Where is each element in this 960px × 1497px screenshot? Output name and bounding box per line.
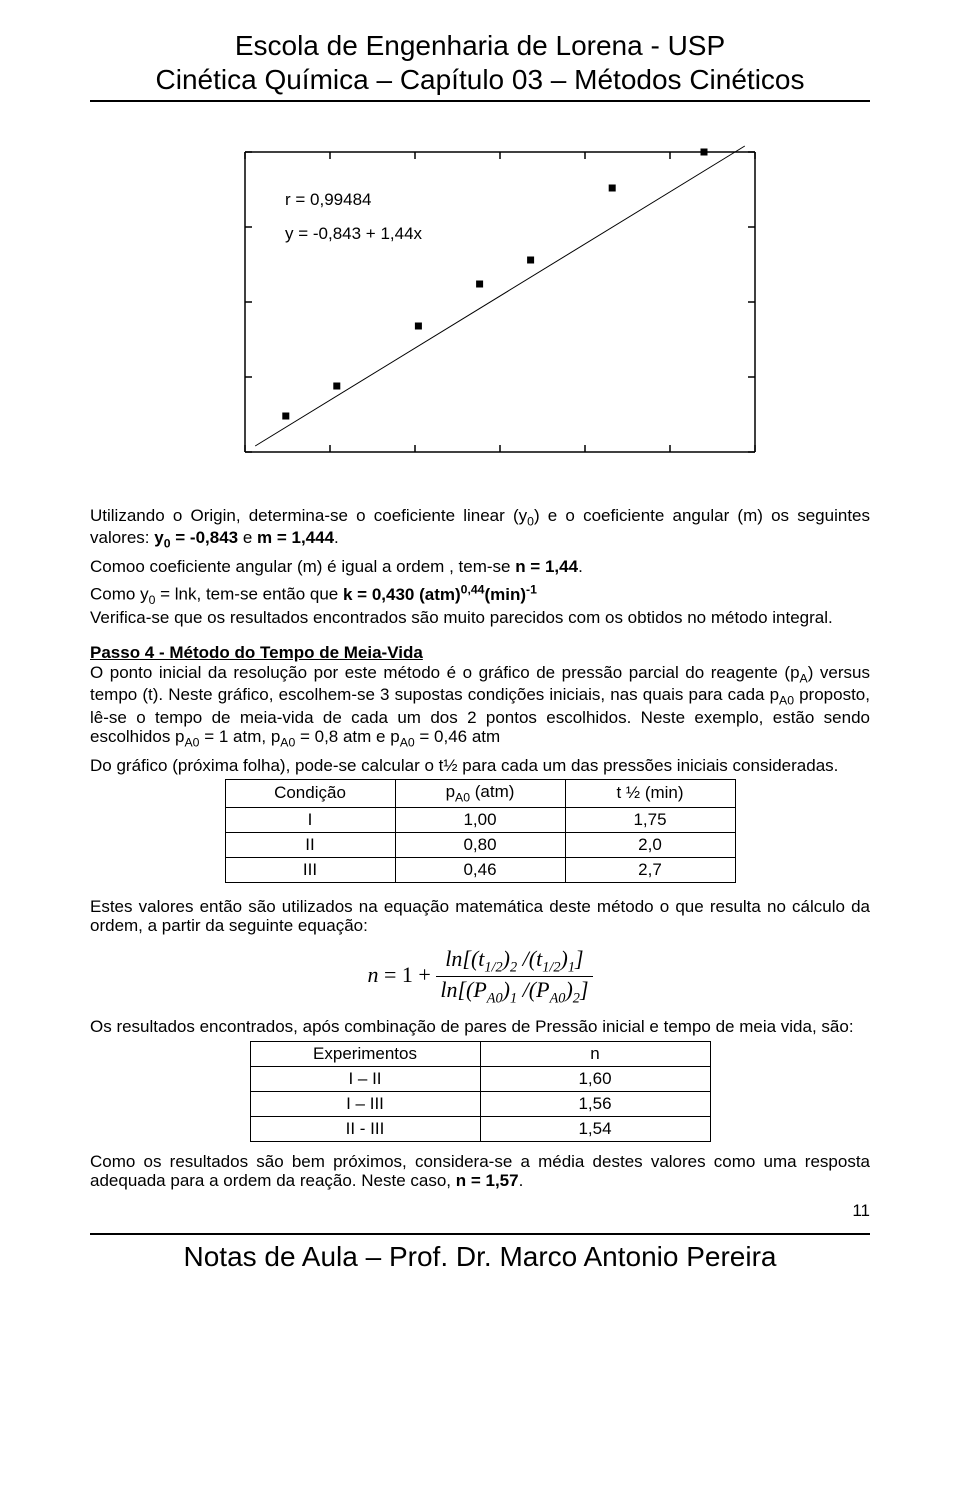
paragraph-8: Os resultados encontrados, após combinaç… bbox=[90, 1017, 870, 1037]
paragraph-2: Comoo coeficiente angular (m) é igual a … bbox=[90, 557, 870, 577]
header-subtitle: Cinética Química – Capítulo 03 – Métodos… bbox=[90, 64, 870, 102]
step4-block: Passo 4 - Método do Tempo de Meia-Vida O… bbox=[90, 643, 870, 749]
t1-h3: t ½ (min) bbox=[565, 780, 735, 807]
paragraph-6: Do gráfico (próxima folha), pode-se calc… bbox=[90, 756, 870, 776]
paragraph-4: Verifica-se que os resultados encontrado… bbox=[90, 608, 870, 628]
t1-h1: Condição bbox=[225, 780, 395, 807]
footer: Notas de Aula – Prof. Dr. Marco Antonio … bbox=[90, 1233, 870, 1273]
paragraph-1: Utilizando o Origin, determina-se o coef… bbox=[90, 506, 870, 551]
page-number: 11 bbox=[90, 1201, 870, 1221]
t2-h2: n bbox=[480, 1041, 710, 1066]
t1-h2: pA0 (atm) bbox=[395, 780, 565, 807]
step4-title: Passo 4 - Método do Tempo de Meia-Vida bbox=[90, 643, 423, 662]
paragraph-9: Como os resultados são bem próximos, con… bbox=[90, 1152, 870, 1191]
paragraph-7: Estes valores então são utilizados na eq… bbox=[90, 897, 870, 936]
header-title: Escola de Engenharia de Lorena - USP bbox=[90, 30, 870, 62]
paragraph-3: Como y0 = lnk, tem-se então que k = 0,43… bbox=[90, 582, 870, 607]
order-equation: n = 1 + ln[(t1/2)2 /(t1/2)1] ln[(PA0)1 /… bbox=[90, 946, 870, 1008]
table-experiments: Experimentos n I – II1,60 I – III1,56 II… bbox=[250, 1041, 711, 1142]
scatter-chart: r = 0,99484 y = -0,843 + 1,44x bbox=[215, 132, 775, 482]
t2-h1: Experimentos bbox=[250, 1041, 480, 1066]
chart-eq-label: y = -0,843 + 1,44x bbox=[285, 224, 422, 244]
chart-r-label: r = 0,99484 bbox=[285, 190, 372, 210]
table-conditions: Condição pA0 (atm) t ½ (min) I1,001,75 I… bbox=[225, 779, 736, 882]
